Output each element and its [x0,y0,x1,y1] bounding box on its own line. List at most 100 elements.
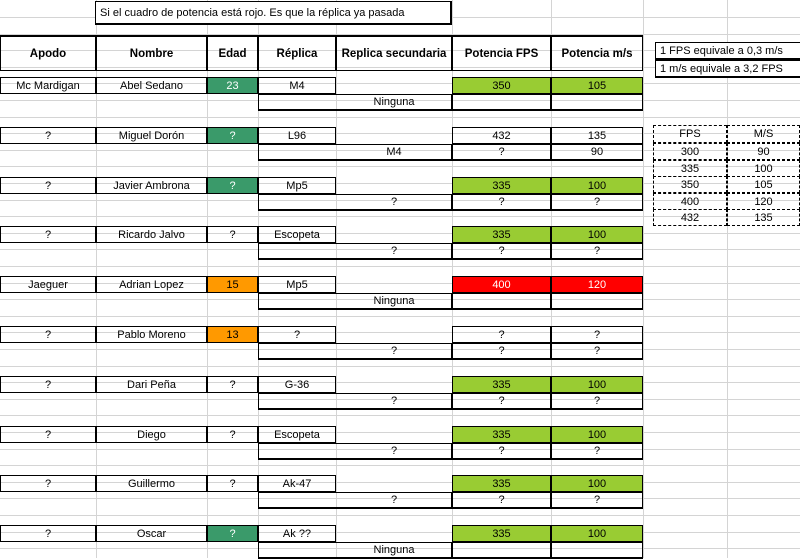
potencia-ms-cell[interactable]: 100 [551,475,643,492]
replica-cell[interactable]: Ak-47 [258,475,336,492]
conversion-cell-fps[interactable]: 400 [653,193,727,210]
apodo-cell[interactable]: ? [0,475,96,492]
potencia-ms-2-cell[interactable]: ? [551,393,643,410]
apodo-cell[interactable]: ? [0,525,96,542]
header-replica-secundaria[interactable]: Replica secundaria [336,35,452,71]
potencia-ms-2-cell[interactable] [551,542,643,559]
potencia-fps-cell[interactable]: 335 [452,475,551,492]
potencia-fps-cell[interactable]: ? [452,326,551,343]
conversion-cell-ms[interactable]: 100 [727,160,800,177]
replica-secundaria-cell[interactable]: M4 [258,144,452,161]
potencia-ms-cell[interactable]: ? [551,326,643,343]
header-edad[interactable]: Edad [207,35,258,71]
replica-secundaria-cell[interactable]: ? [258,243,452,260]
potencia-ms-cell[interactable]: 100 [551,226,643,243]
conversion-cell-ms[interactable]: 105 [727,176,800,193]
edad-cell[interactable]: ? [207,127,258,144]
potencia-fps-2-cell[interactable]: ? [452,492,551,509]
replica-secundaria-cell[interactable]: Ninguna [258,94,452,111]
potencia-ms-2-cell[interactable]: 90 [551,144,643,161]
potencia-fps-cell[interactable]: 335 [452,226,551,243]
potencia-fps-2-cell[interactable]: ? [452,144,551,161]
potencia-ms-cell[interactable]: 100 [551,426,643,443]
replica-secundaria-cell[interactable]: Ninguna [258,542,452,559]
nombre-cell[interactable]: Oscar [96,525,207,542]
replica-secundaria-cell[interactable]: Ninguna [258,293,452,310]
replica-cell[interactable]: G-36 [258,376,336,393]
apodo-cell[interactable]: ? [0,226,96,243]
edad-cell[interactable]: ? [207,376,258,393]
conversion-cell-fps[interactable]: 335 [653,160,727,177]
potencia-fps-2-cell[interactable] [452,94,551,111]
conversion-cell-ms[interactable]: 90 [727,143,800,160]
edad-cell[interactable]: ? [207,525,258,542]
nombre-cell[interactable]: Abel Sedano [96,77,207,94]
nombre-cell[interactable]: Pablo Moreno [96,326,207,343]
potencia-ms-cell[interactable]: 100 [551,376,643,393]
conversion-cell-ms[interactable]: 135 [727,209,800,226]
conversion-header-ms[interactable]: M/S [727,125,800,143]
conversion-header-fps[interactable]: FPS [653,125,727,143]
apodo-cell[interactable]: ? [0,127,96,144]
nombre-cell[interactable]: Adrian Lopez [96,276,207,293]
potencia-fps-2-cell[interactable] [452,293,551,310]
header-apodo[interactable]: Apodo [0,35,96,71]
potencia-ms-cell[interactable]: 135 [551,127,643,144]
potencia-fps-cell[interactable]: 350 [452,77,551,94]
conversion-cell-fps[interactable]: 300 [653,143,727,160]
replica-cell[interactable]: Ak ?? [258,525,336,542]
potencia-ms-cell[interactable]: 120 [551,276,643,293]
apodo-cell[interactable]: ? [0,376,96,393]
replica-cell[interactable]: Escopeta [258,226,336,243]
replica-secundaria-cell[interactable]: ? [258,393,452,410]
replica-secundaria-cell[interactable]: ? [258,343,452,360]
nombre-cell[interactable]: Ricardo Jalvo [96,226,207,243]
replica-secundaria-cell[interactable]: ? [258,443,452,460]
potencia-fps-cell[interactable]: 335 [452,426,551,443]
potencia-ms-2-cell[interactable] [551,293,643,310]
replica-cell[interactable]: Mp5 [258,276,336,293]
edad-cell[interactable]: ? [207,226,258,243]
potencia-fps-2-cell[interactable]: ? [452,343,551,360]
edad-cell[interactable]: ? [207,475,258,492]
header-nombre[interactable]: Nombre [96,35,207,71]
replica-secundaria-cell[interactable]: ? [258,492,452,509]
potencia-fps-2-cell[interactable]: ? [452,443,551,460]
nombre-cell[interactable]: Dari Peña [96,376,207,393]
potencia-ms-2-cell[interactable]: ? [551,243,643,260]
potencia-fps-2-cell[interactable] [452,542,551,559]
apodo-cell[interactable]: ? [0,426,96,443]
nombre-cell[interactable]: Diego [96,426,207,443]
potencia-ms-2-cell[interactable]: ? [551,443,643,460]
potencia-fps-2-cell[interactable]: ? [452,243,551,260]
potencia-fps-2-cell[interactable]: ? [452,393,551,410]
edad-cell[interactable]: ? [207,177,258,194]
apodo-cell[interactable]: ? [0,177,96,194]
replica-cell[interactable]: L96 [258,127,336,144]
potencia-ms-2-cell[interactable]: ? [551,343,643,360]
edad-cell[interactable]: 13 [207,326,258,343]
potencia-ms-2-cell[interactable] [551,94,643,111]
nombre-cell[interactable]: Miguel Dorón [96,127,207,144]
header-potencia-fps[interactable]: Potencia FPS [452,35,551,71]
nombre-cell[interactable]: Javier Ambrona [96,177,207,194]
potencia-fps-cell[interactable]: 335 [452,376,551,393]
replica-cell[interactable]: Mp5 [258,177,336,194]
apodo-cell[interactable]: ? [0,326,96,343]
potencia-ms-cell[interactable]: 100 [551,177,643,194]
conversion-cell-fps[interactable]: 432 [653,209,727,226]
apodo-cell[interactable]: Mc Mardigan [0,77,96,94]
potencia-fps-cell[interactable]: 335 [452,525,551,542]
potencia-fps-cell[interactable]: 400 [452,276,551,293]
edad-cell[interactable]: ? [207,426,258,443]
header-potencia-ms[interactable]: Potencia m/s [551,35,643,71]
potencia-fps-cell[interactable]: 432 [452,127,551,144]
potencia-ms-2-cell[interactable]: ? [551,492,643,509]
replica-cell[interactable]: Escopeta [258,426,336,443]
conversion-cell-ms[interactable]: 120 [727,193,800,210]
edad-cell[interactable]: 15 [207,276,258,293]
replica-cell[interactable]: ? [258,326,336,343]
potencia-fps-2-cell[interactable]: ? [452,194,551,211]
conversion-cell-fps[interactable]: 350 [653,176,727,193]
nombre-cell[interactable]: Guillermo [96,475,207,492]
